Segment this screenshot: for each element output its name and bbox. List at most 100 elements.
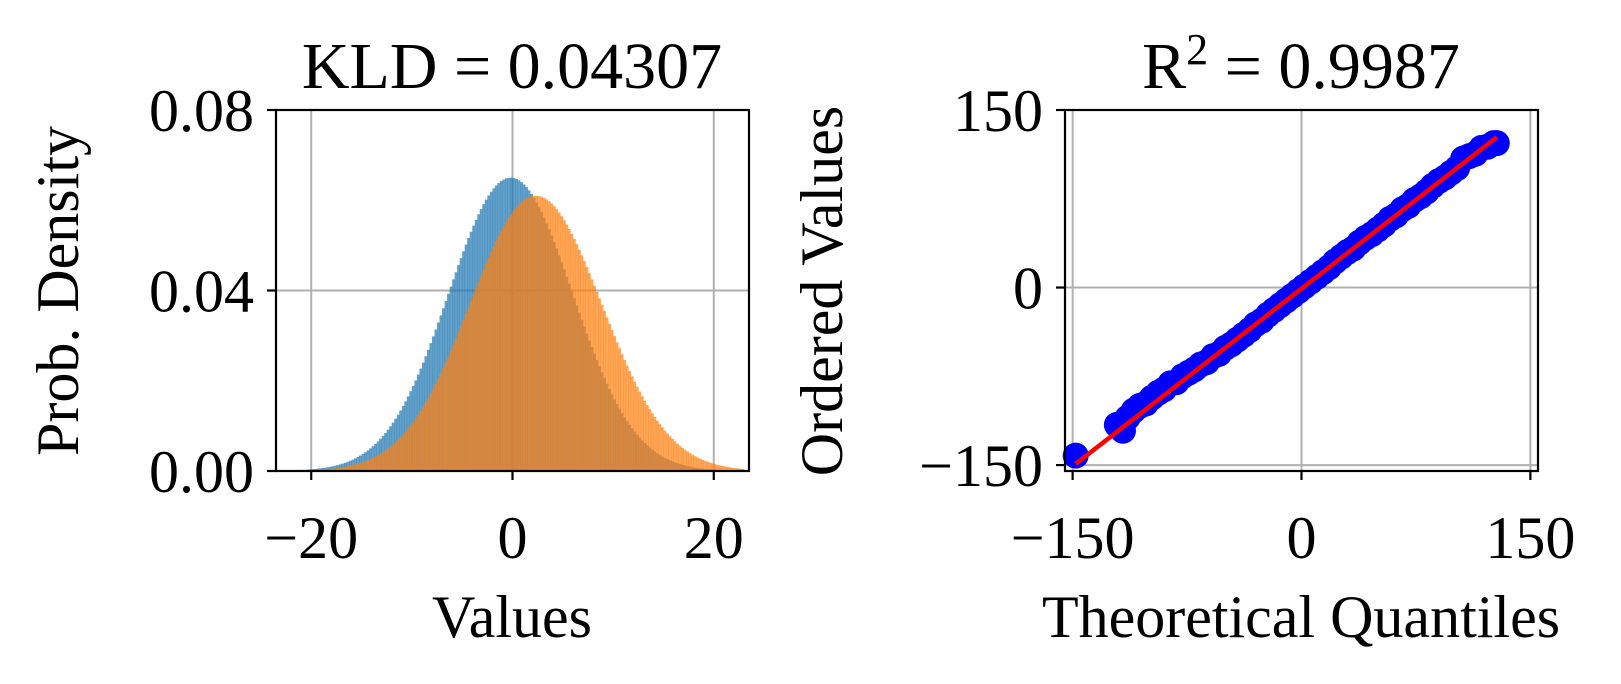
histogram-bars bbox=[291, 177, 745, 472]
histogram-bar bbox=[721, 466, 725, 471]
histogram-bar bbox=[645, 405, 649, 471]
histogram-bar bbox=[379, 453, 383, 471]
histogram-bar bbox=[600, 304, 604, 471]
histogram-bar bbox=[341, 467, 345, 471]
qq-title-main: R bbox=[1142, 30, 1186, 103]
histogram-bar bbox=[331, 468, 335, 471]
qq-plot-panel: −150 0 150 −150 0 150 R2 = 0.9987 Theoretical… bbox=[789, 25, 1575, 650]
histogram-bar bbox=[572, 238, 576, 471]
histogram-bar bbox=[676, 443, 679, 471]
histogram-bar bbox=[376, 455, 380, 471]
qq-y-tick-label: −150 bbox=[919, 433, 1043, 499]
histogram-ticks: −20 0 20 0.00 0.04 0.08 bbox=[149, 78, 744, 571]
histogram-bar bbox=[535, 195, 539, 471]
histogram-bar bbox=[507, 217, 511, 471]
histogram-bar bbox=[429, 393, 433, 471]
histogram-bar bbox=[404, 431, 408, 471]
histogram-bar bbox=[552, 206, 556, 471]
histogram-bar bbox=[598, 298, 601, 471]
qq-x-tick-label: 150 bbox=[1485, 505, 1575, 571]
histogram-bar bbox=[733, 468, 737, 471]
histogram-bar bbox=[359, 463, 362, 471]
histogram-bar bbox=[678, 445, 682, 471]
histogram-bar bbox=[658, 424, 662, 471]
histogram-bar bbox=[545, 199, 549, 471]
histogram-bar bbox=[693, 456, 697, 471]
histogram-bar bbox=[424, 402, 428, 471]
histogram-bar bbox=[708, 462, 712, 471]
histogram-bar bbox=[582, 261, 586, 471]
histogram-bar bbox=[399, 437, 403, 471]
histogram-bar bbox=[653, 417, 657, 471]
histogram-bar bbox=[487, 257, 491, 471]
qq-fit-line bbox=[1074, 135, 1499, 466]
histogram-bar bbox=[663, 430, 667, 471]
histogram-bar bbox=[540, 196, 544, 472]
qq-x-tick-label: 0 bbox=[1287, 505, 1317, 571]
histogram-bar bbox=[660, 427, 664, 471]
histogram-bar bbox=[444, 362, 448, 471]
histogram-panel: −20 0 200.000.040.08 KLD = 0.04307 Values … bbox=[25, 30, 751, 650]
histogram-bar bbox=[361, 462, 365, 471]
histogram-bar bbox=[728, 467, 732, 471]
histogram-bar bbox=[351, 465, 355, 471]
histogram-bar bbox=[698, 458, 702, 471]
histogram-bar bbox=[338, 467, 342, 471]
qq-point bbox=[1062, 442, 1089, 469]
histogram-bar bbox=[567, 229, 571, 471]
histogram-bar bbox=[532, 195, 536, 471]
histogram-bar bbox=[738, 468, 742, 471]
qq-title-rest: = 0.9987 bbox=[1208, 30, 1460, 103]
histogram-bar bbox=[520, 202, 523, 471]
histogram-bar bbox=[384, 450, 388, 471]
qq-point bbox=[1483, 130, 1510, 157]
histogram-series-2 bbox=[303, 195, 745, 472]
histogram-bar bbox=[497, 235, 501, 471]
histogram-bar bbox=[479, 275, 483, 471]
qq-y-axis-label: Ordered Values bbox=[789, 106, 855, 476]
histogram-bar bbox=[467, 307, 471, 471]
histogram-bar bbox=[562, 220, 566, 471]
histogram-bar bbox=[416, 414, 420, 471]
histogram-bar bbox=[635, 386, 639, 471]
histogram-x-tick-label: −20 bbox=[264, 505, 358, 571]
histogram-bar bbox=[477, 281, 481, 471]
histogram-bar bbox=[462, 319, 466, 471]
histogram-bar bbox=[459, 326, 463, 471]
histogram-bar bbox=[623, 359, 627, 471]
histogram-bar bbox=[421, 406, 425, 471]
histogram-bar bbox=[537, 196, 541, 471]
histogram-y-tick-label: 0.04 bbox=[149, 259, 254, 325]
histogram-bar bbox=[409, 425, 413, 471]
histogram-bar bbox=[391, 444, 395, 471]
histogram-bar bbox=[353, 464, 357, 471]
histogram-bar bbox=[419, 410, 423, 471]
histogram-bar bbox=[386, 448, 390, 471]
histogram-bar bbox=[590, 279, 594, 471]
histogram-bar bbox=[713, 464, 717, 471]
histogram-bar bbox=[665, 433, 669, 471]
histogram-bar bbox=[605, 317, 609, 471]
histogram-bar bbox=[723, 466, 727, 471]
histogram-bar bbox=[587, 273, 591, 471]
histogram-bar bbox=[482, 269, 486, 471]
histogram-bar bbox=[650, 413, 654, 471]
histogram-bar bbox=[381, 452, 385, 471]
histogram-bar bbox=[525, 198, 528, 472]
histogram-bar bbox=[726, 467, 730, 471]
histogram-bar bbox=[668, 436, 672, 471]
histogram-bar bbox=[394, 442, 398, 471]
histogram-bar bbox=[414, 418, 418, 471]
histogram-bar bbox=[655, 420, 659, 471]
qq-x-tick-label: −150 bbox=[1011, 505, 1135, 571]
histogram-bar bbox=[369, 459, 372, 471]
histogram-bar bbox=[648, 409, 652, 471]
histogram-bar bbox=[557, 212, 561, 471]
histogram-bar bbox=[437, 378, 440, 471]
histogram-bar bbox=[585, 267, 589, 471]
histogram-y-tick-label: 0.00 bbox=[149, 439, 254, 505]
histogram-bar bbox=[434, 383, 438, 471]
histogram-bar bbox=[530, 196, 533, 471]
histogram-bar bbox=[527, 197, 531, 472]
histogram-bar bbox=[731, 467, 735, 471]
